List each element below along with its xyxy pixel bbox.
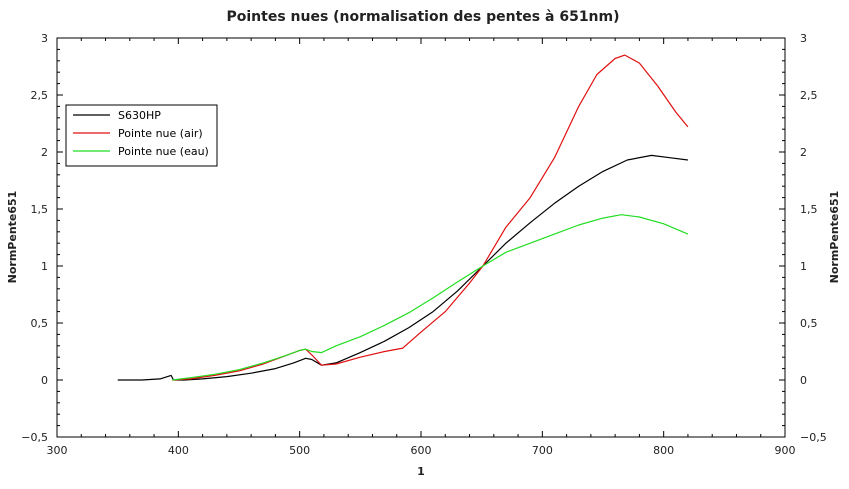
series-line-2 [172, 214, 689, 381]
y-tick-label-left: 2 [41, 146, 48, 159]
series-line-1 [172, 54, 689, 381]
y-tick-label-left: 0 [41, 374, 48, 387]
y-tick-label-left: 3 [41, 32, 48, 45]
y-tick-label-left: 2,5 [31, 89, 49, 102]
y-tick-label-right: 3 [800, 32, 807, 45]
y-tick-label-left: 1,5 [31, 203, 49, 216]
legend-label-1: Pointe nue (air) [118, 127, 203, 140]
series-lines-group [117, 54, 689, 381]
y-tick-label-right: 2,5 [800, 89, 818, 102]
x-axis-label: 1 [417, 465, 425, 478]
legend: S630HP Pointe nue (air) Pointe nue (eau) [65, 104, 218, 167]
y-tick-label-right: 0,5 [800, 317, 818, 330]
axes-group: 300 400 500 600 700 800 900 −0,5 −0,5 0 0 0,5 0,5 1 1 1… [21, 32, 826, 457]
x-tick-label: 600 [411, 444, 432, 457]
series-line-0 [117, 154, 688, 381]
legend-label-0: S630HP [118, 109, 161, 122]
y-tick-label-left: 0,5 [31, 317, 49, 330]
y-tick-label-right: 0 [800, 374, 807, 387]
y-tick-label-right: 2 [800, 146, 807, 159]
x-tick-label: 300 [47, 444, 68, 457]
x-tick-label: 700 [532, 444, 553, 457]
y-axis-label-left: NormPente651 [6, 191, 19, 284]
y-tick-label-left: 1 [41, 260, 48, 273]
x-tick-label: 800 [653, 444, 674, 457]
legend-label-2: Pointe nue (eau) [118, 145, 209, 158]
y-tick-label-left: −0,5 [21, 431, 48, 444]
chart-title: Pointes nues (normalisation des pentes à… [226, 9, 619, 25]
x-tick-label: 500 [289, 444, 310, 457]
y-axis-label-right: NormPente651 [828, 191, 841, 284]
y-tick-label-right: 1,5 [800, 203, 818, 216]
y-tick-label-right: 1 [800, 260, 807, 273]
y-tick-label-right: −0,5 [800, 431, 827, 444]
x-tick-label: 900 [775, 444, 796, 457]
x-tick-label: 400 [168, 444, 189, 457]
